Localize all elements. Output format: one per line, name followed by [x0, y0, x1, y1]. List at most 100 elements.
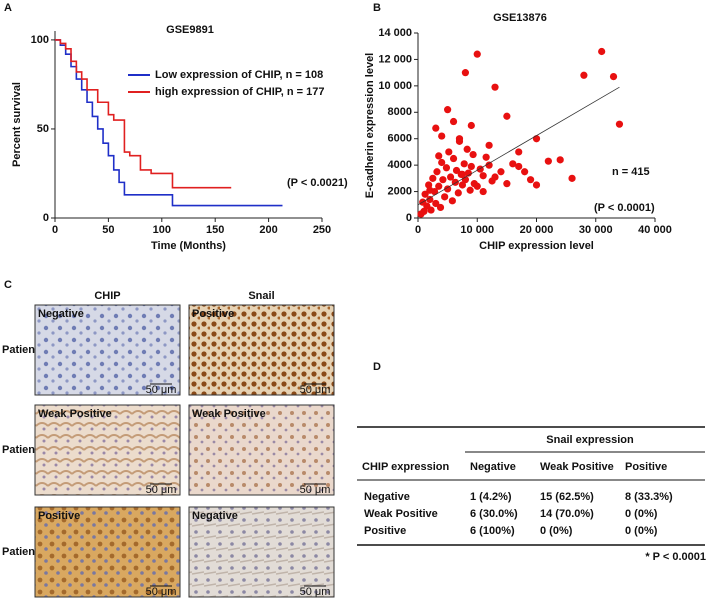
y-tick-label: 0 [43, 212, 49, 224]
scatter-point [445, 148, 453, 156]
table-cell: 15 (62.5%) [540, 491, 594, 503]
scatter-point [467, 121, 475, 130]
legend-label: Low expression of CHIP, n = 108 [155, 69, 323, 81]
scatter-point [467, 162, 475, 171]
x-tick-label: 10 000 [460, 224, 494, 236]
y-axis-label: E-cadherin expression level [364, 53, 376, 199]
scatter-point [435, 152, 443, 160]
scatter-point [515, 162, 523, 171]
scatter-point [491, 83, 499, 91]
scatter-point [460, 160, 468, 168]
scatter-point [454, 189, 462, 197]
column-header: Snail [248, 290, 274, 302]
table-cell: 6 (30.0%) [470, 508, 518, 520]
annotation: (P < 0.0001) [594, 202, 655, 214]
histology-image [34, 404, 181, 496]
scale-label: 50 μm [300, 384, 331, 396]
scatter-point [466, 186, 474, 194]
scatter-point [439, 176, 447, 184]
scatter-point [433, 168, 441, 176]
scale-label: 50 μm [146, 484, 177, 496]
scatter-point [615, 120, 624, 128]
table-cell: 14 (70.0%) [540, 508, 594, 520]
y-tick-label: 4000 [388, 159, 412, 171]
scatter-point [449, 117, 458, 126]
scale-label: 50 μm [146, 586, 177, 598]
panel-label: D [373, 361, 381, 373]
scatter-point [580, 71, 588, 79]
table-spanner: Snail expression [546, 434, 634, 446]
scatter-point [473, 50, 481, 58]
scatter-point [452, 166, 461, 175]
annotation: (P < 0.0021) [287, 177, 348, 189]
scatter-point [509, 160, 517, 168]
chart-title: GSE13876 [493, 12, 547, 24]
table-header: Weak Positive [540, 461, 614, 473]
scatter-point [436, 203, 445, 212]
table-cell: 6 (100%) [470, 525, 515, 537]
scatter-point [427, 206, 435, 214]
y-tick-label: 14 000 [378, 27, 412, 39]
scatter-point [426, 195, 434, 204]
scatter-point [485, 141, 493, 149]
stain-label: Weak Positive [192, 408, 266, 420]
scatter-point [446, 173, 455, 181]
histology-image [188, 404, 335, 496]
scatter-point [473, 182, 481, 190]
scatter-point [438, 158, 446, 167]
table-cell: 1 (4.2%) [470, 491, 512, 503]
x-tick-label: 0 [52, 224, 58, 236]
scatter-point [469, 150, 477, 159]
scatter-point [444, 106, 452, 114]
scatter-point [479, 172, 487, 180]
scatter-point [429, 174, 437, 182]
x-tick-label: 0 [415, 224, 421, 236]
table-cell: Weak Positive [364, 508, 438, 520]
scatter-point [449, 154, 458, 163]
panel-label: B [373, 2, 381, 14]
scatter-point [515, 148, 523, 156]
y-tick-label: 100 [31, 34, 49, 46]
y-tick-label: 10 000 [378, 80, 412, 92]
scatter-point [556, 156, 564, 164]
table-cell: 0 (0%) [540, 525, 573, 537]
x-tick-label: 150 [206, 224, 224, 236]
stain-label: Negative [192, 510, 238, 522]
scatter-point [426, 186, 434, 194]
scatter-point [442, 164, 451, 172]
y-tick-label: 8000 [388, 106, 412, 118]
scatter-point [458, 181, 467, 189]
x-tick-label: 50 [102, 224, 114, 236]
x-axis-label: CHIP expression level [479, 240, 594, 252]
scatter-point [568, 174, 576, 182]
table-header: CHIP expression [362, 461, 450, 473]
scatter-point [458, 170, 467, 178]
scatter-point [464, 169, 472, 177]
histology-image [34, 304, 181, 396]
table-cell: 0 (0%) [625, 525, 658, 537]
table-cell: 8 (33.3%) [625, 491, 673, 503]
scale-label: 50 μm [146, 384, 177, 396]
x-tick-label: 20 000 [520, 224, 554, 236]
scatter-point [491, 173, 499, 181]
legend-label: high expression of CHIP, n = 177 [155, 86, 324, 98]
scatter-point [532, 135, 541, 143]
scatter-point [421, 190, 429, 198]
scatter-point [455, 137, 464, 145]
histology-image [34, 506, 181, 598]
scatter-point [420, 207, 428, 215]
scatter-point [441, 193, 449, 201]
y-tick-label: 6000 [388, 133, 412, 145]
scatter-point [432, 124, 440, 132]
scatter-point [444, 185, 452, 193]
table-header: Positive [625, 461, 667, 473]
scatter-point [435, 182, 443, 190]
y-axis-label: Percent survival [11, 82, 23, 167]
panel-label: C [4, 279, 12, 291]
scatter-point [521, 168, 529, 176]
scatter-point [482, 153, 490, 161]
scatter-point [461, 69, 469, 77]
scatter-point [503, 112, 511, 120]
